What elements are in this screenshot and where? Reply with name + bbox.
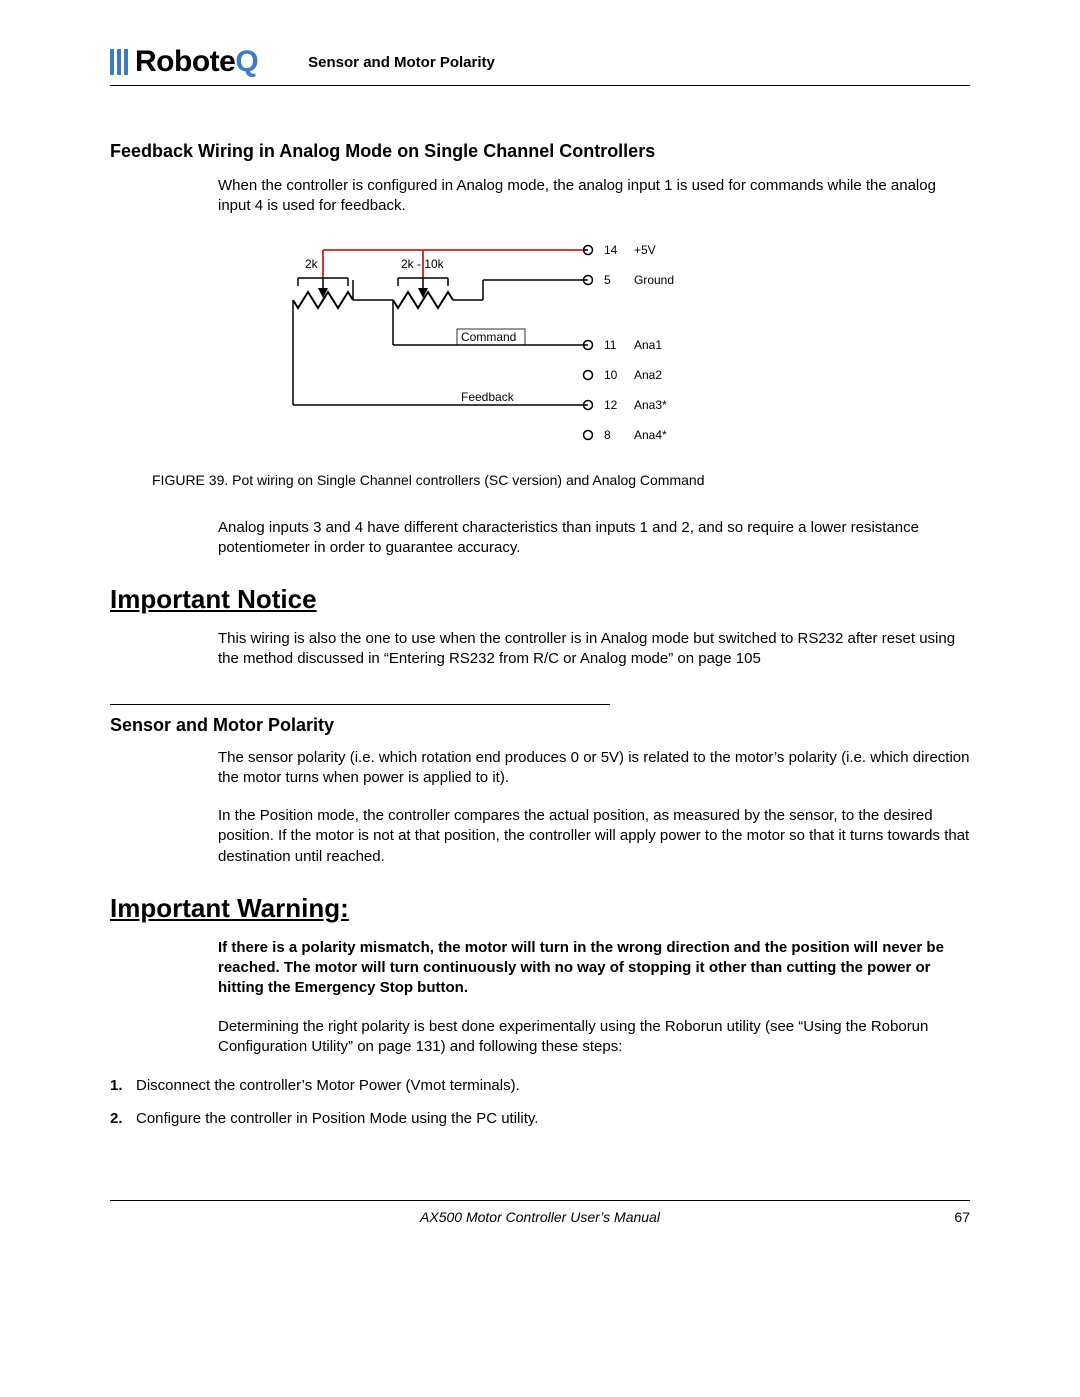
warning-p2: Determining the right polarity is best d…	[218, 1017, 970, 1058]
logo-bars-icon	[110, 49, 131, 75]
page-header: RoboteQ Sensor and Motor Polarity	[110, 45, 970, 86]
figure-caption: FIGURE 39. Pot wiring on Single Channel …	[152, 472, 970, 488]
page: RoboteQ Sensor and Motor Polarity Feedba…	[0, 0, 1080, 1265]
svg-text:Ana2: Ana2	[634, 368, 662, 382]
step-item: Disconnect the controller’s Motor Power …	[110, 1075, 970, 1098]
section1-p2: Analog inputs 3 and 4 have different cha…	[218, 518, 970, 559]
warning-bold: If there is a polarity mismatch, the mot…	[218, 938, 970, 999]
important-warning-heading: Important Warning:	[110, 893, 970, 924]
svg-text:10: 10	[604, 368, 618, 382]
notice-p1: This wiring is also the one to use when …	[218, 629, 970, 670]
logo: RoboteQ	[110, 45, 258, 79]
step-item: Configure the controller in Position Mod…	[110, 1108, 970, 1131]
svg-text:5: 5	[604, 273, 611, 287]
svg-text:Feedback: Feedback	[461, 390, 515, 404]
wiring-diagram-svg: 14 +5V 5 Ground 11 Ana1 10 Ana2 12 Ana3* 8 Ana4* 2k 2…	[218, 235, 778, 455]
svg-text:Ana3*: Ana3*	[634, 398, 667, 412]
wiring-diagram: 14 +5V 5 Ground 11 Ana1 10 Ana2 12 Ana3* 8 Ana4* 2k 2…	[218, 235, 970, 460]
polarity-heading: Sensor and Motor Polarity	[110, 715, 970, 736]
polarity-p1: The sensor polarity (i.e. which rotation…	[218, 748, 970, 789]
logo-text: RoboteQ	[135, 45, 258, 79]
polarity-p2: In the Position mode, the controller com…	[218, 806, 970, 867]
section-rule	[110, 704, 610, 705]
svg-text:12: 12	[604, 398, 618, 412]
svg-text:14: 14	[604, 243, 618, 257]
page-number: 67	[954, 1209, 970, 1225]
page-footer: AX500 Motor Controller User’s Manual 67	[110, 1200, 970, 1225]
svg-text:+5V: +5V	[634, 243, 656, 257]
svg-text:Ground: Ground	[634, 273, 674, 287]
steps-list: Disconnect the controller’s Motor Power …	[110, 1075, 970, 1130]
header-subtitle: Sensor and Motor Polarity	[308, 54, 495, 71]
svg-text:11: 11	[604, 338, 617, 352]
svg-text:Ana1: Ana1	[634, 338, 662, 352]
svg-text:2k - 10k: 2k - 10k	[401, 257, 445, 271]
section1-p1: When the controller is configured in Ana…	[218, 176, 970, 217]
svg-text:2k: 2k	[305, 257, 319, 271]
svg-text:8: 8	[604, 428, 611, 442]
svg-text:Ana4*: Ana4*	[634, 428, 667, 442]
important-notice-heading: Important Notice	[110, 584, 970, 615]
footer-title: AX500 Motor Controller User’s Manual	[420, 1209, 660, 1225]
section-heading-feedback: Feedback Wiring in Analog Mode on Single…	[110, 141, 970, 162]
svg-text:Command: Command	[461, 330, 516, 344]
